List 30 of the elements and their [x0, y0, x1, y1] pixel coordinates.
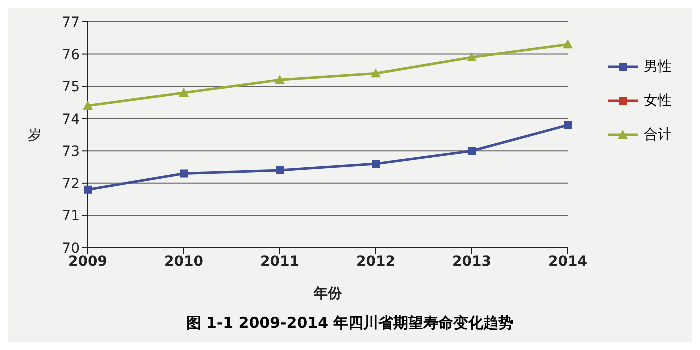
x-tick-label: 2014 [548, 254, 588, 270]
y-tick-label: 73 [62, 144, 80, 160]
text: 图 1-1 2009-2014 年四川省期望寿命变化趋势 [185, 314, 515, 333]
point [467, 52, 477, 62]
point [180, 170, 188, 178]
y-tick-label: 74 [62, 112, 80, 128]
point [468, 147, 476, 156]
point [371, 68, 381, 78]
y-tick-label: 76 [62, 47, 80, 64]
x-tick-label: 2011 [260, 254, 300, 270]
legend-label: 男性 [644, 58, 672, 76]
y-tick-label: 75 [62, 80, 80, 96]
x-tick-label: 2013 [452, 254, 492, 270]
x-tick-label: 2010 [164, 254, 204, 270]
point [564, 121, 572, 130]
y-tick-label: 71 [62, 208, 80, 225]
point [563, 40, 573, 49]
point [276, 166, 284, 175]
legend-label: 合计 [644, 126, 672, 144]
x-tick-label: 2012 [356, 254, 396, 270]
point [84, 186, 92, 194]
x-axis-title: 年份 [313, 286, 343, 302]
y-tick-label: 77 [62, 14, 80, 31]
point [275, 75, 285, 84]
point [83, 100, 93, 110]
y-tick-label: 72 [62, 176, 80, 192]
point [179, 88, 189, 98]
legend-label: 女性 [644, 92, 672, 110]
y-axis-title: 岁 [28, 128, 42, 144]
point [372, 160, 380, 168]
